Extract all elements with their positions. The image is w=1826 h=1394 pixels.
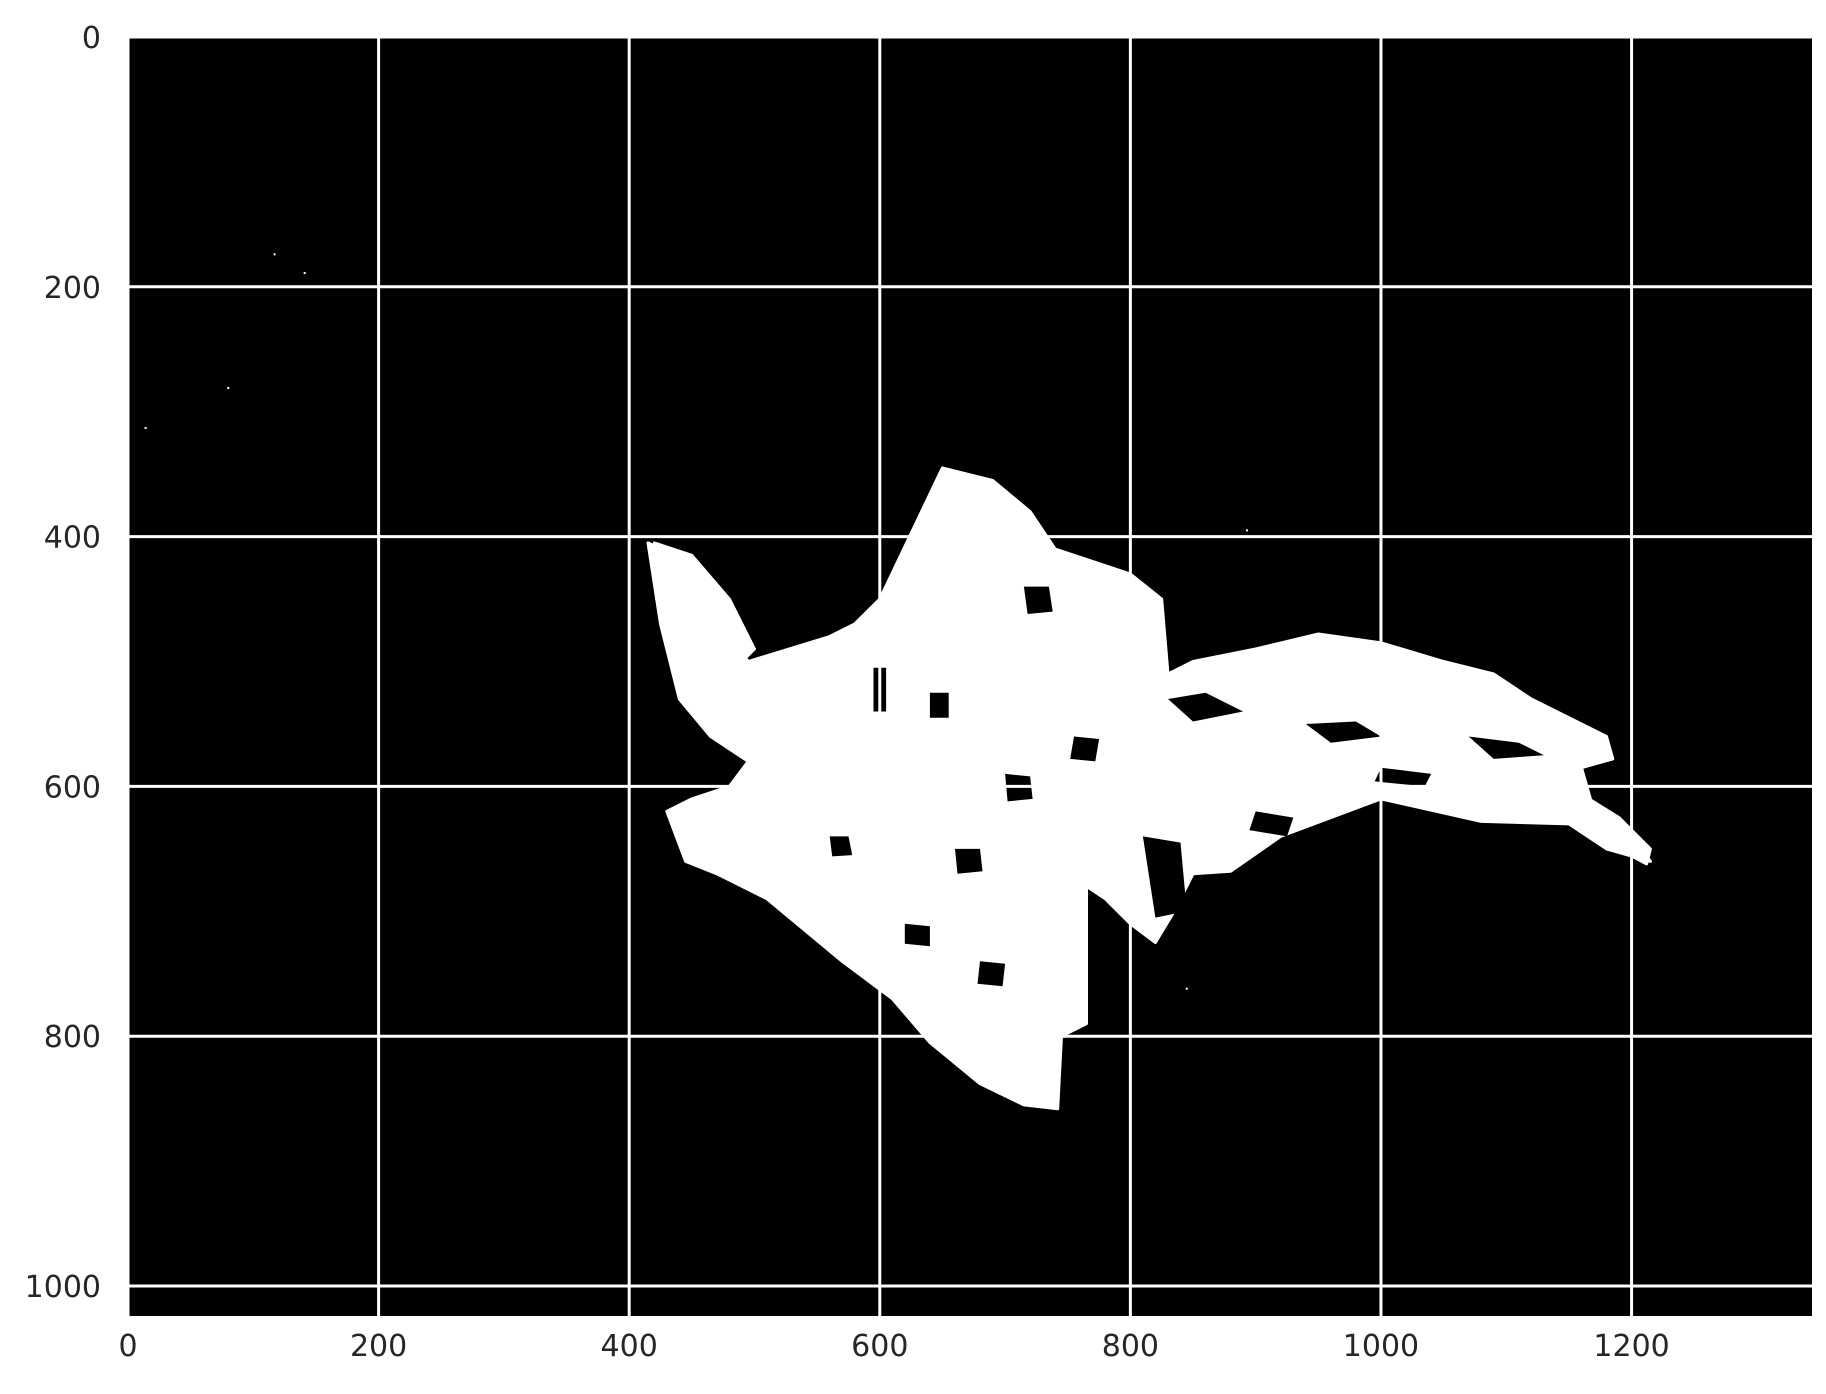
foreground-hole: [1305, 721, 1381, 743]
x-tick-label: 1000: [1343, 1329, 1419, 1364]
foreground-hole: [1023, 586, 1053, 614]
noise-point: [144, 426, 147, 429]
x-tick-label: 0: [118, 1329, 137, 1364]
x-tick-label: 1200: [1593, 1329, 1669, 1364]
y-tick-label: 600: [44, 770, 101, 805]
y-tick-label: 200: [44, 271, 101, 306]
noise-layer: [144, 253, 1248, 990]
foreground-hole: [929, 692, 949, 718]
foreground-hole: [977, 961, 1006, 987]
grid: [126, 35, 1812, 1316]
foreground-hole: [1142, 836, 1187, 918]
noise-point: [303, 272, 306, 275]
x-tick-label: 400: [601, 1329, 658, 1364]
foreground-hole: [955, 848, 983, 874]
noise-point: [1185, 987, 1188, 990]
y-tick-label: 1000: [25, 1270, 101, 1305]
y-axis-ticks: 0 200 400 600 800 1000: [25, 21, 101, 1305]
foreground-hole: [1168, 692, 1244, 722]
foreground-hole: [1249, 811, 1294, 837]
x-tick-label: 600: [851, 1329, 908, 1364]
noise-point: [227, 386, 230, 389]
x-axis-ticks: 0 200 400 600 800 1000 1200: [118, 1329, 1669, 1364]
foreground-hole: [904, 923, 930, 947]
x-tick-label: 200: [350, 1329, 407, 1364]
y-tick-label: 0: [82, 21, 101, 56]
foreground-region-right-streak: [1567, 784, 1652, 866]
x-tick-label: 800: [1102, 1329, 1159, 1364]
foreground-hole: [829, 836, 853, 857]
holes-layer: [829, 586, 1544, 987]
foreground-hole: [1070, 736, 1100, 762]
noise-point: [1245, 529, 1248, 532]
foreground-hole: [1374, 767, 1432, 787]
foreground-hole: [1468, 736, 1544, 759]
noise-point: [273, 253, 276, 256]
foreground-region-left-arm: [652, 541, 756, 663]
y-tick-label: 400: [44, 521, 101, 556]
y-tick-label: 800: [44, 1020, 101, 1055]
